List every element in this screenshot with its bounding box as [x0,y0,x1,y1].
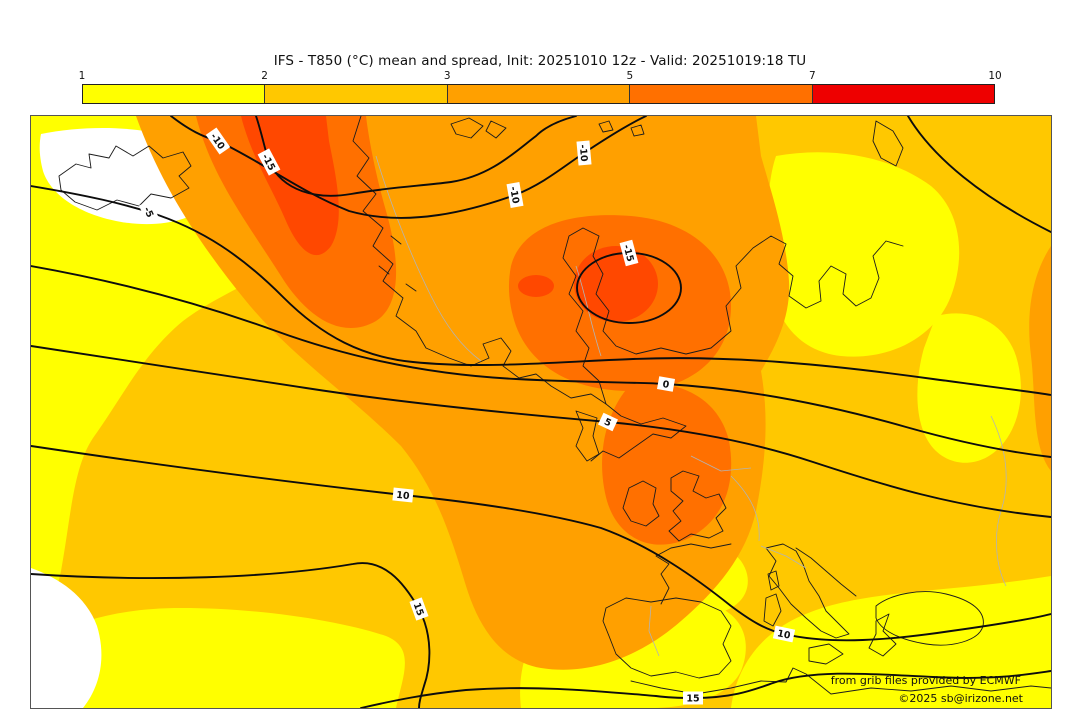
colorbar-tick: 10 [988,70,1002,82]
contour-10 [31,445,1051,642]
svg-text:15: 15 [686,694,699,705]
colorbar-tick: 3 [443,70,451,82]
colorbar-segment-2-3 [265,85,448,103]
colorbar-tick: 1 [78,70,86,82]
contour-0 [31,265,1051,458]
colorbar: 1 2 3 5 7 10 [78,70,1002,104]
contour-label: 15 [683,691,703,705]
colorbar-tick: 5 [626,70,634,82]
contour-label: 0 [656,376,676,392]
colorbar-segment-3-5 [447,85,631,103]
map-canvas: -5 -10 -15 -10 -10 -15 0 5 10 15 10 15 f… [31,116,1051,708]
svg-text:10: 10 [776,628,792,642]
mean-contour-lines [31,116,1051,708]
contour-label: 10 [772,625,796,643]
contour-label: 10 [392,487,414,503]
svg-text:15: 15 [411,601,426,617]
contour-ne-arc [907,116,1051,233]
contour-15-west [31,562,431,708]
contour-5 [31,345,1051,518]
svg-text:-15: -15 [620,244,635,263]
attribution-copyright: ©2025 sb@irizone.net [898,692,1023,705]
coastlines [58,116,1051,695]
contour-label: -5 [138,200,160,224]
svg-text:-10: -10 [507,186,521,205]
contour-label: -10 [576,140,592,166]
weather-map: -5 -10 -15 -10 -10 -15 0 5 10 15 10 15 f… [30,115,1052,709]
contour-value-labels: -5 -10 -15 -10 -10 -15 0 5 10 15 10 15 [138,127,796,705]
colorbar-segment-7-10 [812,85,995,103]
colorbar-ticks: 1 2 3 5 7 10 [78,70,1002,84]
contour-label: 15 [409,597,429,621]
contour-label: -10 [506,182,524,208]
svg-text:5: 5 [602,417,613,430]
page-title: IFS - T850 (°C) mean and spread, Init: 2… [273,53,807,69]
svg-text:10: 10 [396,490,411,502]
contour-label: -15 [619,239,639,267]
svg-text:-10: -10 [577,144,589,162]
colorbar-tick: 7 [809,70,816,82]
colorbar-scale [82,84,995,104]
colorbar-tick: 2 [261,70,268,82]
contour-label: 5 [598,412,618,432]
contour-minus15-closed [576,252,682,324]
svg-text:-5: -5 [141,205,155,219]
colorbar-segment-5-7 [630,85,813,103]
svg-text:0: 0 [662,379,671,391]
attribution-ecmwf: from grib files provided by ECMWF [831,674,1021,687]
colorbar-segment-1-2 [83,85,266,103]
